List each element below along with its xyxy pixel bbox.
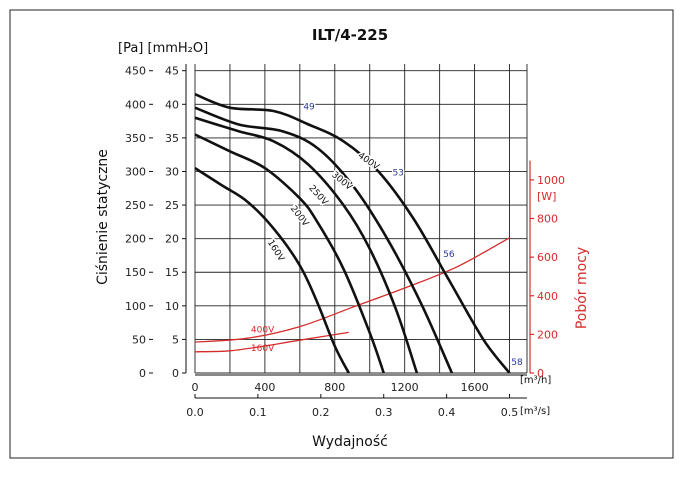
x-tick-label-m3h: 0	[192, 381, 199, 394]
y2-tick-label: 400	[537, 290, 558, 303]
pressure-curve-160V	[194, 167, 350, 374]
y-tick-label-pa: 150	[125, 266, 146, 279]
grid	[194, 64, 528, 374]
y-tick-label-mmh2o: 5	[172, 333, 179, 346]
y2-tick-label: 800	[537, 213, 558, 226]
x-axis-label: Wydajność	[312, 434, 388, 450]
x-tick-label-m3s: 0.4	[438, 406, 456, 419]
axes: 0510152025303540450501001502002503003504…	[125, 64, 565, 419]
y-tick-label-mmh2o: 45	[165, 65, 179, 78]
efficiency-label: 53	[392, 169, 403, 179]
y-tick-label-pa: 450	[125, 65, 146, 78]
power-curve-160V	[194, 331, 349, 353]
x-tick-label-m3s: 0.0	[186, 406, 204, 419]
y-tick-label-mmh2o: 40	[165, 98, 179, 111]
y2-tick-label: 1000	[537, 174, 565, 187]
y-tick-label-pa: 0	[139, 367, 146, 380]
x-tick-label-m3h: 1600	[461, 381, 489, 394]
power-curve-400V	[194, 237, 510, 343]
pressure-curve-250V	[194, 116, 419, 374]
y-tick-label-pa: 400	[125, 98, 146, 111]
x-tick-label-m3s: 0.3	[375, 406, 393, 419]
x-tick-label-m3h: 800	[324, 381, 345, 394]
pressure-curve-200V	[194, 133, 385, 374]
y-tick-label-pa: 300	[125, 165, 146, 178]
y-tick-label-pa: 350	[125, 132, 146, 145]
x-units-m3s: [m³/s]	[520, 406, 550, 417]
y-tick-label-pa: 50	[132, 333, 146, 346]
y-tick-label-mmh2o: 0	[172, 367, 179, 380]
x-tick-label-m3s: 0.1	[249, 406, 267, 419]
chart-title: ILT/4-225	[312, 26, 388, 44]
y-tick-label-mmh2o: 10	[165, 300, 179, 313]
y-tick-label-pa: 100	[125, 300, 146, 313]
efficiency-label: 49	[303, 103, 315, 113]
y-tick-label-mmh2o: 30	[165, 165, 179, 178]
power-curves	[194, 237, 510, 353]
y2-tick-label: 200	[537, 328, 558, 341]
y-tick-label-mmh2o: 25	[165, 199, 179, 212]
x-units-m3h: [m³/h]	[520, 375, 551, 386]
y-tick-label-mmh2o: 15	[165, 266, 179, 279]
power-label-160V: 160V	[251, 344, 275, 354]
pressure-curve-400V	[194, 92, 511, 374]
pressure-curve-300V	[194, 106, 454, 374]
y-axis-label: Ciśnienie statyczne	[95, 149, 111, 285]
x-tick-label-m3s: 0.2	[312, 406, 330, 419]
y2-tick-label: 0	[537, 367, 544, 380]
x-tick-label-m3h: 400	[254, 381, 275, 394]
power-label-400V: 400V	[251, 325, 275, 335]
y-units-label: [Pa] [mmH₂O]	[118, 41, 208, 56]
x-tick-label-m3s: 0.5	[501, 406, 519, 419]
y2-tick-label: 600	[537, 251, 558, 264]
efficiency-label: 56	[443, 250, 455, 260]
y-tick-label-pa: 200	[125, 233, 146, 246]
y-tick-label-mmh2o: 35	[165, 132, 179, 145]
pressure-curves	[194, 92, 511, 374]
y2-axis-label: Pobór mocy	[574, 247, 590, 329]
efficiency-label: 58	[511, 358, 523, 368]
x-tick-label-m3h: 1200	[391, 381, 419, 394]
y-tick-label-pa: 250	[125, 199, 146, 212]
y-tick-label-mmh2o: 20	[165, 233, 179, 246]
y2-units-label: [W]	[537, 190, 556, 203]
